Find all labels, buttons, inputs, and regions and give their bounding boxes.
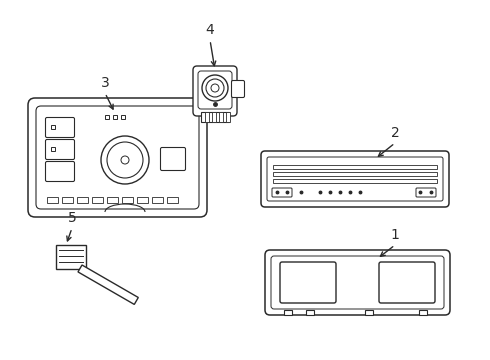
FancyBboxPatch shape: [36, 106, 199, 209]
Bar: [107, 197, 118, 203]
Bar: [419, 310, 427, 315]
FancyBboxPatch shape: [261, 151, 449, 207]
Bar: [152, 197, 163, 203]
Bar: [47, 197, 58, 203]
Bar: [122, 197, 133, 203]
Bar: [273, 172, 437, 176]
FancyBboxPatch shape: [198, 71, 232, 109]
FancyBboxPatch shape: [46, 162, 74, 181]
Bar: [219, 112, 223, 122]
Bar: [92, 197, 103, 203]
FancyBboxPatch shape: [231, 81, 245, 98]
Text: 3: 3: [100, 76, 109, 90]
Bar: [56, 245, 86, 269]
Bar: [212, 112, 216, 122]
FancyBboxPatch shape: [271, 256, 444, 309]
Text: 2: 2: [391, 126, 399, 140]
Circle shape: [107, 142, 143, 178]
Bar: [205, 112, 209, 122]
Text: 5: 5: [68, 211, 76, 225]
FancyBboxPatch shape: [193, 66, 237, 116]
FancyBboxPatch shape: [280, 262, 336, 303]
Text: 4: 4: [206, 23, 215, 37]
FancyBboxPatch shape: [416, 188, 436, 197]
Bar: [365, 310, 373, 315]
Bar: [201, 112, 229, 122]
FancyBboxPatch shape: [272, 188, 292, 197]
Bar: [273, 179, 437, 183]
Bar: [306, 310, 314, 315]
FancyBboxPatch shape: [267, 157, 443, 201]
FancyBboxPatch shape: [46, 117, 74, 138]
Bar: [273, 165, 437, 169]
Text: 1: 1: [391, 228, 399, 242]
FancyBboxPatch shape: [161, 148, 186, 171]
Bar: [62, 197, 73, 203]
Polygon shape: [78, 265, 138, 305]
FancyBboxPatch shape: [28, 98, 207, 217]
Circle shape: [202, 75, 228, 101]
Bar: [137, 197, 148, 203]
Bar: [284, 310, 292, 315]
Bar: [77, 197, 88, 203]
FancyBboxPatch shape: [46, 140, 74, 159]
Bar: [167, 197, 178, 203]
Circle shape: [206, 79, 224, 97]
Bar: [226, 112, 230, 122]
Circle shape: [101, 136, 149, 184]
Circle shape: [121, 156, 129, 164]
Circle shape: [211, 84, 219, 92]
FancyBboxPatch shape: [379, 262, 435, 303]
FancyBboxPatch shape: [265, 250, 450, 315]
